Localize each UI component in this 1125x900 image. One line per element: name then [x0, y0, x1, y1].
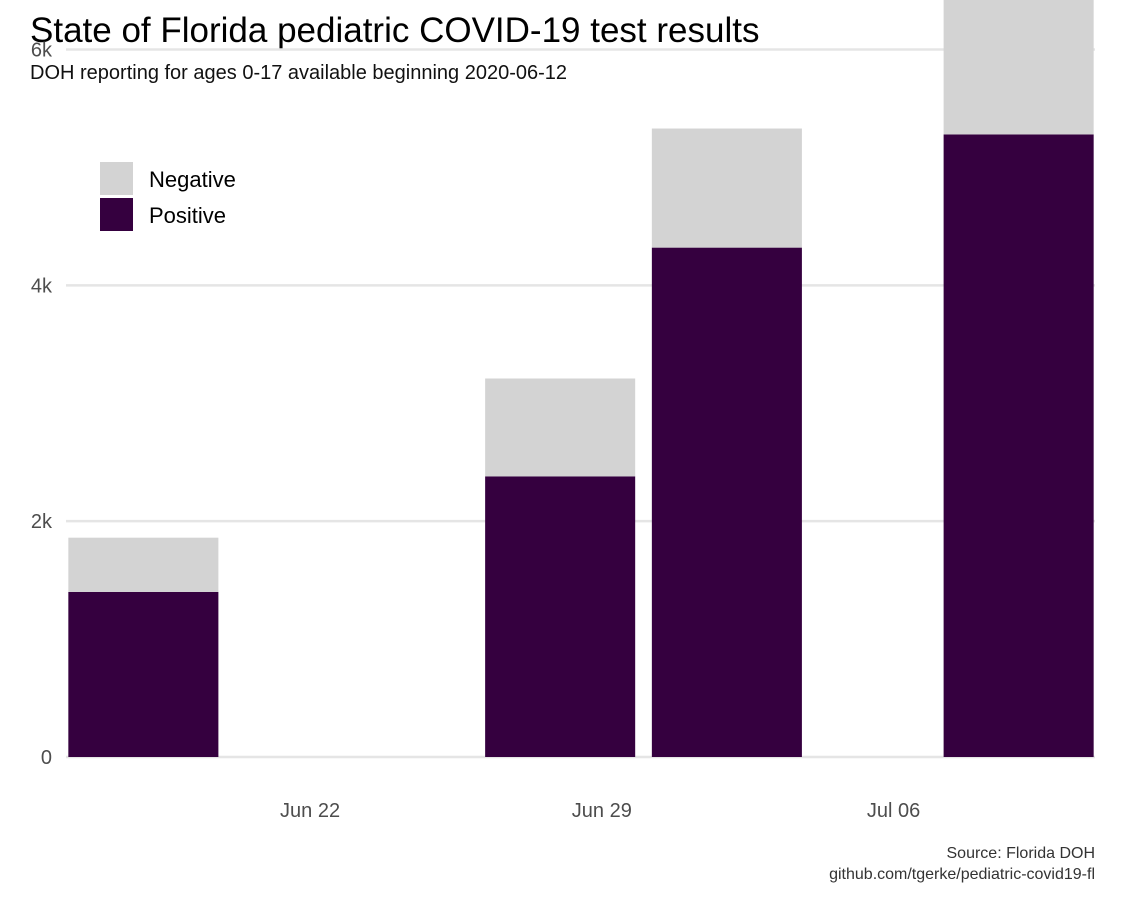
bar-positive	[68, 591, 219, 757]
legend: Negative Positive	[100, 162, 236, 231]
repo-caption: github.com/tgerke/pediatric-covid19-fl	[829, 866, 1095, 883]
bar-negative	[485, 378, 636, 477]
x-axis-ticks: Jun 22 Jun 29 Jul 06	[280, 800, 920, 822]
y-tick-label: 6k	[31, 40, 53, 62]
legend-label-positive: Positive	[149, 203, 226, 228]
bar-positive	[485, 476, 636, 757]
y-axis-ticks: 0 2k 4k 6k	[31, 40, 53, 769]
bar-negative	[943, 0, 1094, 135]
bar-positive	[651, 247, 802, 757]
bar-negative	[651, 128, 802, 248]
bar-positive	[943, 134, 1094, 758]
y-tick-label: 2k	[31, 511, 53, 533]
y-tick-label: 4k	[31, 275, 53, 297]
x-tick-label: Jun 22	[280, 800, 340, 822]
x-tick-label: Jul 06	[867, 800, 920, 822]
legend-swatch-negative	[100, 162, 133, 195]
chart-subtitle: DOH reporting for ages 0-17 available be…	[30, 62, 568, 84]
legend-label-negative: Negative	[149, 167, 236, 192]
y-tick-label: 0	[41, 747, 52, 769]
bar-negative	[68, 537, 219, 592]
legend-swatch-positive	[100, 198, 133, 231]
source-caption: Source: Florida DOH	[946, 845, 1096, 862]
x-tick-label: Jun 29	[572, 800, 632, 822]
chart-title: State of Florida pediatric COVID-19 test…	[30, 11, 760, 50]
bars	[68, 0, 1094, 758]
